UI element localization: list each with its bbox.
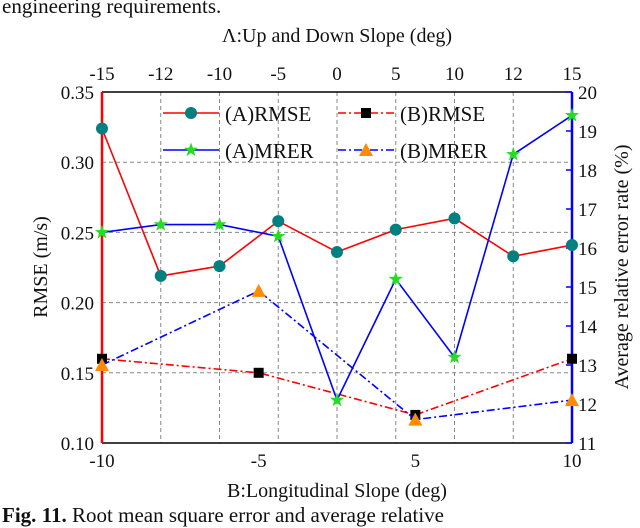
top-tick-label: -10 — [207, 64, 232, 85]
right-axis-label: Average relative error rate (%) — [611, 144, 633, 389]
right-tick-label: 19 — [578, 122, 597, 143]
data-point-star — [388, 271, 403, 286]
bottom-tick-label: 5 — [411, 451, 421, 472]
data-point-circle — [507, 250, 520, 263]
top-tick-label: 15 — [563, 64, 582, 85]
data-point-circle — [331, 246, 343, 259]
data-point-circle — [185, 107, 197, 119]
data-point-circle — [272, 215, 285, 228]
bottom-tick-label: -10 — [89, 451, 114, 472]
left-tick-label: 0.35 — [61, 83, 94, 104]
data-point-circle — [213, 260, 226, 273]
data-point-star — [564, 107, 580, 122]
right-tick-label: 14 — [578, 317, 598, 338]
data-point-square — [567, 353, 577, 364]
figure-caption: Fig. 11. Root mean square error and aver… — [2, 503, 444, 528]
left-tick-label: 0.25 — [61, 223, 94, 244]
chart: Λ:Up and Down Slope (deg) B:Longitudinal… — [30, 25, 633, 502]
top-tick-label: 10 — [445, 64, 464, 85]
legend-label: (B)RMSE — [400, 102, 485, 126]
top-tick-label: -15 — [89, 64, 114, 85]
data-point-star — [329, 392, 345, 407]
data-point-circle — [154, 269, 167, 282]
series-line — [101, 357, 573, 416]
data-point-star — [212, 217, 227, 231]
legend-label: (B)MRER — [400, 139, 488, 163]
data-point-triangle — [359, 143, 373, 156]
top-tick-label: -12 — [148, 64, 173, 85]
legend-label: (A)RMSE — [225, 102, 311, 126]
top-tick-label: 5 — [391, 64, 401, 85]
caption-text: Root mean square error and average relat… — [72, 503, 444, 527]
left-tick-label: 0.30 — [61, 153, 94, 174]
bottom-tick-label: 10 — [563, 451, 582, 472]
data-point-triangle — [565, 393, 579, 407]
data-point-star — [94, 224, 110, 239]
right-tick-label: 18 — [578, 161, 597, 182]
data-point-square — [253, 367, 264, 378]
data-point-star — [153, 217, 168, 231]
data-point-circle — [389, 223, 402, 236]
top-tick-label: 12 — [504, 64, 523, 85]
top-tick-label: 0 — [332, 64, 342, 85]
right-tick-label: 15 — [578, 278, 597, 299]
right-tick-label: 20 — [578, 83, 597, 104]
data-point-star — [506, 146, 521, 161]
data-point-circle — [566, 239, 578, 252]
bottom-tick-label: -5 — [251, 451, 267, 472]
data-point-triangle — [95, 358, 109, 371]
left-tick-label: 0.20 — [61, 294, 94, 315]
top-axis-label: Λ:Up and Down Slope (deg) — [222, 25, 452, 47]
left-tick-label: 0.15 — [61, 364, 94, 385]
legend-label: (A)MRER — [225, 139, 314, 163]
right-tick-label: 11 — [578, 434, 596, 455]
left-axis-label: RMSE (m/s) — [30, 216, 52, 318]
data-point-circle — [448, 212, 461, 225]
right-tick-label: 12 — [578, 395, 597, 416]
data-point-circle — [96, 122, 108, 135]
left-tick-label: 0.10 — [61, 434, 94, 455]
data-point-star — [271, 228, 286, 243]
right-tick-label: 17 — [578, 200, 597, 221]
data-point-square — [361, 108, 371, 118]
data-point-triangle — [408, 412, 423, 426]
right-tick-label: 13 — [578, 356, 597, 377]
series-line — [101, 289, 573, 421]
caption-label: Fig. 11. — [2, 503, 67, 527]
right-tick-label: 16 — [578, 239, 597, 260]
body-text-fragment: engineering requirements. — [2, 0, 222, 18]
top-tick-label: -5 — [270, 64, 286, 85]
bottom-axis-label: B:Longitudinal Slope (deg) — [227, 480, 447, 502]
data-point-triangle — [251, 283, 266, 297]
data-point-star — [447, 349, 462, 364]
data-point-star — [183, 142, 199, 157]
